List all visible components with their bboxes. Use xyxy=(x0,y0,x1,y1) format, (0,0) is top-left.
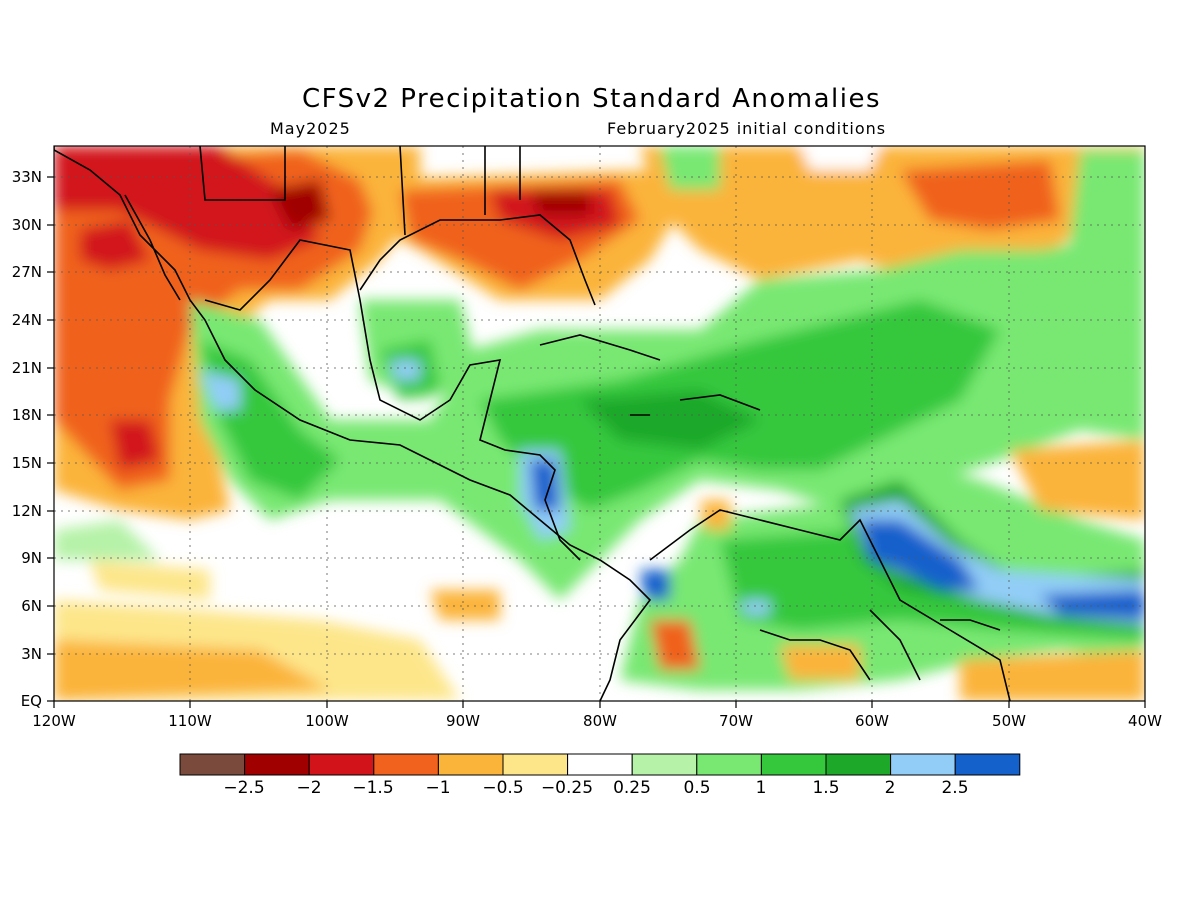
colorbar-swatch xyxy=(308,753,375,776)
lat-label: 15N xyxy=(12,454,42,472)
colorbar-swatch xyxy=(179,753,246,776)
lon-label: 80W xyxy=(583,712,617,730)
lat-label: 33N xyxy=(12,168,42,186)
latitude-labels: EQ 3N 6N 9N 12N 15N 18N 21N 24N 27N 30N … xyxy=(12,168,42,710)
colorbar-swatch xyxy=(890,753,956,776)
longitude-labels: 120W 110W 100W 90W 80W 70W 60W 50W 40W xyxy=(32,712,1162,730)
lat-label: 24N xyxy=(12,311,42,329)
lat-label: 6N xyxy=(21,597,42,615)
colorbar-label: 1.5 xyxy=(812,778,839,798)
colorbar-swatch xyxy=(760,753,827,776)
colorbar-swatch xyxy=(567,753,633,776)
lon-label: 60W xyxy=(855,712,889,730)
colorbar-swatch xyxy=(954,753,1021,776)
lon-label: 50W xyxy=(992,712,1026,730)
colorbar-swatch xyxy=(437,753,504,776)
colorbar-label: 2 xyxy=(885,778,896,798)
lat-label: 27N xyxy=(12,263,42,281)
lon-label: 110W xyxy=(168,712,212,730)
colorbar-label: −2.5 xyxy=(223,778,264,798)
lat-label: 30N xyxy=(12,216,42,234)
colorbar-swatch xyxy=(696,753,762,776)
colorbar-label: 2.5 xyxy=(941,778,968,798)
colorbar-label: −0.5 xyxy=(482,778,523,798)
colorbar-swatch xyxy=(502,753,569,776)
colorbar-label: 1 xyxy=(756,778,767,798)
colorbar-swatch xyxy=(373,753,439,776)
lon-label: 70W xyxy=(719,712,753,730)
colorbar-label: −2 xyxy=(296,778,321,798)
lat-label: 18N xyxy=(12,406,42,424)
colorbar-label: 0.5 xyxy=(683,778,710,798)
coastlines xyxy=(54,146,1011,701)
lat-label: 3N xyxy=(21,645,42,663)
lat-label: 21N xyxy=(12,359,42,377)
graticule xyxy=(54,146,1145,701)
colorbar-swatch xyxy=(631,753,698,776)
colorbar-label: −1.5 xyxy=(352,778,393,798)
map-title: CFSv2 Precipitation Standard Anomalies xyxy=(301,84,882,114)
lat-label: EQ xyxy=(21,692,42,710)
lat-label: 12N xyxy=(12,502,42,520)
lon-label: 90W xyxy=(446,712,480,730)
axis-ticks xyxy=(47,176,1146,708)
colorbar: −2.5 −2 −1.5 −1 −0.5 −0.25 0.25 0.5 1 1.… xyxy=(179,753,1021,798)
lon-label: 120W xyxy=(32,712,76,730)
colorbar-swatch xyxy=(244,753,310,776)
colorbar-label: −1 xyxy=(425,778,450,798)
colorbar-label: −0.25 xyxy=(541,778,593,798)
colorbar-label: 0.25 xyxy=(613,778,651,798)
colorbar-swatch xyxy=(825,753,892,776)
lon-label: 40W xyxy=(1128,712,1162,730)
anomaly-field xyxy=(54,146,1145,701)
lon-label: 100W xyxy=(305,712,349,730)
lat-label: 9N xyxy=(21,549,42,567)
valid-month-label: May2025 xyxy=(270,119,351,138)
initial-conditions-label: February2025 initial conditions xyxy=(607,119,887,138)
